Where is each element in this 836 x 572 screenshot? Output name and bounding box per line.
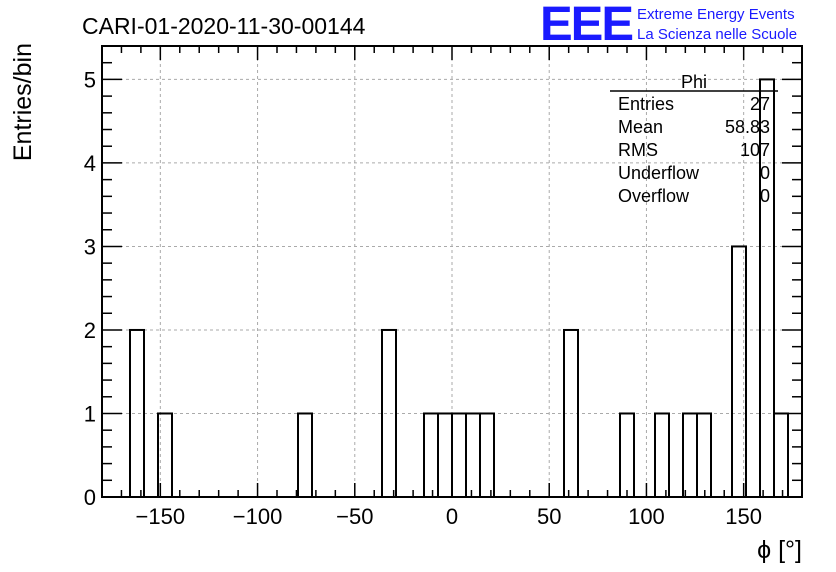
x-tick-label: 50 — [537, 504, 561, 529]
histogram-bar — [297, 412, 313, 498]
stats-rows: Entries 27 Mean 58.83 RMS 107 Underflow 0 Overfl… — [618, 94, 770, 206]
stats-value: 58.83 — [725, 117, 770, 137]
histogram-bar — [479, 412, 495, 498]
x-tick-label: 150 — [725, 504, 762, 529]
x-tick-label: 0 — [446, 504, 458, 529]
y-tick-label: 2 — [84, 318, 96, 343]
x-tick-label: 100 — [628, 504, 665, 529]
stats-label: RMS — [618, 140, 658, 160]
histogram-bars — [129, 78, 789, 498]
y-tick-label: 3 — [84, 234, 96, 259]
chart-title: CARI-01-2020-11-30-00144 — [82, 13, 366, 39]
stats-label: Underflow — [618, 163, 700, 183]
histogram-bar — [654, 412, 670, 498]
y-tick-label: 1 — [84, 401, 96, 426]
y-tick-label: 0 — [84, 485, 96, 510]
histogram-bar — [437, 412, 453, 498]
y-axis-label: Entries/bin — [9, 43, 37, 161]
logo-line1: Extreme Energy Events — [637, 6, 795, 23]
stats-title: Phi — [681, 72, 707, 92]
histogram-bar — [423, 412, 439, 498]
stats-box: Phi Entries 27 Mean 58.83 RMS 107 Underflow 0 Ov… — [610, 72, 778, 206]
stats-value: 0 — [760, 163, 770, 183]
x-tick-label: −150 — [136, 504, 186, 529]
axes — [101, 45, 803, 498]
histogram-bar — [619, 412, 635, 498]
y-tick-label: 5 — [84, 67, 96, 92]
histogram-bar — [682, 412, 698, 498]
stats-value: 107 — [740, 140, 770, 160]
stats-label: Mean — [618, 117, 663, 137]
logo-line2: La Scienza nelle Scuole — [637, 26, 797, 43]
eee-logo: EEE Extreme Energy Events La Scienza nel… — [540, 0, 797, 51]
stats-label: Overflow — [618, 186, 690, 206]
histogram-bar — [451, 412, 467, 498]
histogram-bar — [465, 412, 481, 498]
histogram-bar — [696, 412, 712, 498]
y-tick-label: 4 — [84, 151, 96, 176]
stats-value: 27 — [750, 94, 770, 114]
x-axis-label: ϕ [°] — [757, 536, 802, 564]
x-tick-label: −100 — [233, 504, 283, 529]
histogram-bar — [773, 412, 789, 498]
x-tick-label: −50 — [336, 504, 373, 529]
stats-value: 0 — [760, 186, 770, 206]
logo-text: EEE — [540, 0, 633, 51]
tick-labels: −150 −100 −50 0 50 100 150 0 1 2 3 4 5 — [84, 67, 762, 529]
stats-label: Entries — [618, 94, 674, 114]
